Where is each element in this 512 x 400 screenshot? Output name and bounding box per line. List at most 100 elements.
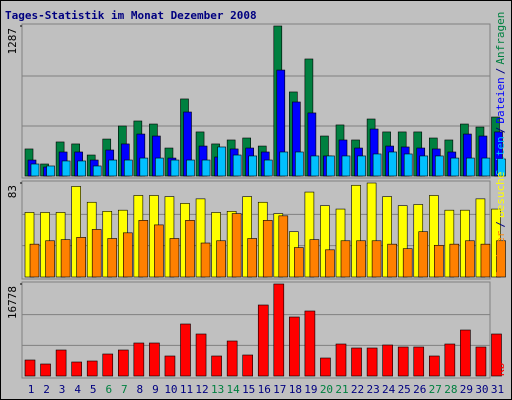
bar [149,342,160,377]
bar [278,215,289,278]
bar [295,151,304,177]
x-tick-label: 14 [227,383,241,396]
x-tick-label: 10 [164,383,177,396]
bar [413,346,425,377]
bar [335,343,347,377]
bar [216,240,226,278]
bar [419,155,429,177]
bar [497,158,506,177]
bar [46,165,55,177]
bar [320,205,330,278]
bar [340,240,351,278]
bar [388,151,397,177]
legend-label: Seiten [494,136,507,176]
bar [71,361,82,377]
bar [310,155,320,177]
bar [76,237,86,278]
panel [21,23,491,179]
bar [164,196,175,278]
bar [309,239,320,278]
bar [195,333,207,377]
bar [247,238,257,278]
bar [201,159,211,177]
bar [200,242,211,278]
bar [118,349,129,377]
legend-separator: / [494,221,507,228]
bar [71,186,81,278]
x-tick-label: 6 [105,383,112,396]
x-tick-label: 15 [242,383,255,396]
bar [351,347,362,377]
bar [304,310,316,377]
bar [444,209,455,278]
x-tick-label: 26 [413,383,426,396]
bar [289,316,300,377]
x-tick-label: 8 [137,383,144,396]
bar [433,244,444,278]
legend: Rechner / Besuche [494,172,507,277]
x-tick-label: 22 [351,383,364,396]
bar [169,238,180,278]
legend-label: Anfragen [494,12,507,65]
x-tick-label: 12 [195,383,208,396]
bar [86,360,98,377]
chart-title: Tages-Statistik im Monat Dezember 2008 [5,9,257,22]
x-tick-label: 21 [335,383,348,396]
legend-label: Dateien [494,77,507,123]
legend: Seiten / Dateien / Anfragen [494,12,507,176]
x-tick-label: 23 [366,383,379,396]
y-tick-label: 83 [6,185,19,198]
bar [371,240,382,278]
bar [326,155,335,177]
bar [61,160,71,177]
x-tick-label: 13 [211,383,224,396]
x-tick-label: 17 [273,383,286,396]
x-tick-label: 18 [289,383,302,396]
bar [170,159,180,177]
x-tick-label: 24 [382,383,396,396]
bar [60,239,71,278]
bar [273,283,285,377]
bar [428,355,440,377]
bar [366,347,378,377]
x-tick-label: 2 [43,383,50,396]
bar [341,155,351,177]
bar [231,213,242,278]
bar [180,323,191,377]
bar [397,346,409,377]
bar [481,157,491,177]
bar [185,220,195,278]
bar [450,157,460,177]
legend-label: Rechner [494,230,507,277]
bar [372,153,382,177]
bar [30,163,40,177]
bar [40,363,51,377]
bar [262,220,273,278]
bar [164,355,176,377]
bar [217,146,226,177]
bar [186,159,195,177]
x-tick-label: 7 [121,383,128,396]
bar [139,157,149,177]
bar [123,232,133,278]
bar [434,155,444,177]
bar [475,346,487,377]
x-tick-label: 29 [460,383,473,396]
bar [138,220,149,278]
bar [55,349,67,377]
bar [263,159,273,177]
legend-label: Kb [494,363,507,376]
bar [387,243,397,278]
panel [21,281,491,379]
bar [320,357,331,377]
x-tick-label: 25 [398,383,411,396]
legend-label: Besuche [494,172,507,218]
bar [108,159,118,177]
bar [304,191,315,278]
bar [397,205,408,278]
x-tick-label: 28 [444,383,457,396]
bar [154,224,164,278]
bar [480,243,491,278]
bar [402,248,413,278]
